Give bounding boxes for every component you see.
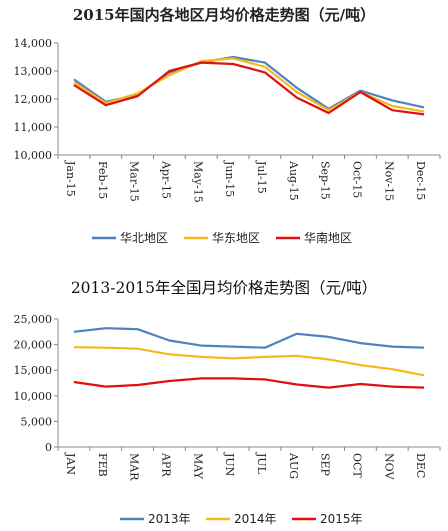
series-line-2	[73, 57, 425, 113]
x-tick-label: SEP	[319, 453, 332, 477]
y-tick-label: 25,000	[14, 313, 53, 326]
x-tick-label: APR	[159, 452, 172, 477]
x-tick-label: Jul-15	[255, 160, 268, 194]
x-tick-label: JUN	[223, 452, 236, 477]
legend-label: 2014年	[234, 512, 277, 526]
x-tick-label: Apr-15	[159, 160, 172, 199]
x-tick-label: Dec-15	[414, 161, 427, 200]
y-tick-label: 13,000	[14, 65, 53, 78]
x-tick-label: FEB	[96, 453, 109, 477]
series-line-1	[73, 55, 425, 110]
x-tick-label: Jan-15	[64, 160, 77, 197]
national-price-chart: 2013-2015年全国月均价格走势图（元/吨） 0 5,000 10,000 15,…	[0, 262, 448, 531]
y-tick-label: 11,000	[14, 121, 53, 134]
y-tick-label: 14,000	[14, 37, 53, 50]
legend-label: 华东地区	[212, 231, 260, 245]
x-tick-label: Sep-15	[319, 161, 332, 200]
regional-price-plot: 10,000 11,000 12,000 13,000 14,000 Jan-15 Feb-…	[14, 37, 441, 245]
y-tick-label: 20,000	[14, 339, 53, 352]
y-tick-label: 10,000	[14, 390, 53, 403]
series-line-3	[73, 377, 425, 389]
x-tick-label: NOV	[382, 453, 395, 480]
chart-title: 2013-2015年全国月均价格走势图（元/吨）	[70, 279, 378, 297]
x-tick-label: Mar-15	[128, 161, 141, 202]
y-tick-label: 0	[45, 441, 52, 454]
series-line-2	[73, 346, 425, 377]
legend-label: 华北地区	[120, 231, 168, 245]
x-tick-label: JUL	[255, 452, 268, 475]
x-tick-label: Nov-15	[382, 161, 395, 201]
x-tick-label: Aug-15	[287, 160, 300, 201]
y-tick-label: 5,000	[21, 415, 53, 428]
x-tick-label: Jun-15	[223, 160, 236, 197]
series-line-1	[73, 327, 425, 349]
x-tick-label: MAY	[191, 453, 204, 480]
x-tick-label: Feb-15	[96, 161, 109, 199]
legend-label: 2013年	[148, 512, 191, 526]
x-tick-label: Oct-15	[350, 161, 363, 198]
x-tick-label: DEC	[414, 453, 427, 478]
x-tick-label: AUG	[287, 452, 300, 479]
x-tick-label: May-15	[191, 161, 204, 203]
chart-title: 2015年国内各地区月均价格走势图（元/吨）	[72, 6, 376, 24]
y-tick-label: 10,000	[14, 149, 53, 162]
series-line-3	[73, 61, 425, 116]
x-tick-label: OCT	[350, 453, 363, 478]
y-tick-label: 12,000	[14, 93, 53, 106]
y-tick-label: 15,000	[14, 364, 53, 377]
national-price-plot: 0 5,000 10,000 15,000 20,000 25,000 JAN FEB MAR A…	[14, 313, 441, 526]
legend-label: 2015年	[320, 512, 363, 526]
x-tick-label: MAR	[128, 453, 141, 481]
x-tick-label: JAN	[64, 452, 77, 475]
legend-label: 华南地区	[304, 230, 352, 245]
regional-price-chart: 2015年国内各地区月均价格走势图（元/吨） 10,000 11,000 12,00…	[0, 0, 448, 262]
